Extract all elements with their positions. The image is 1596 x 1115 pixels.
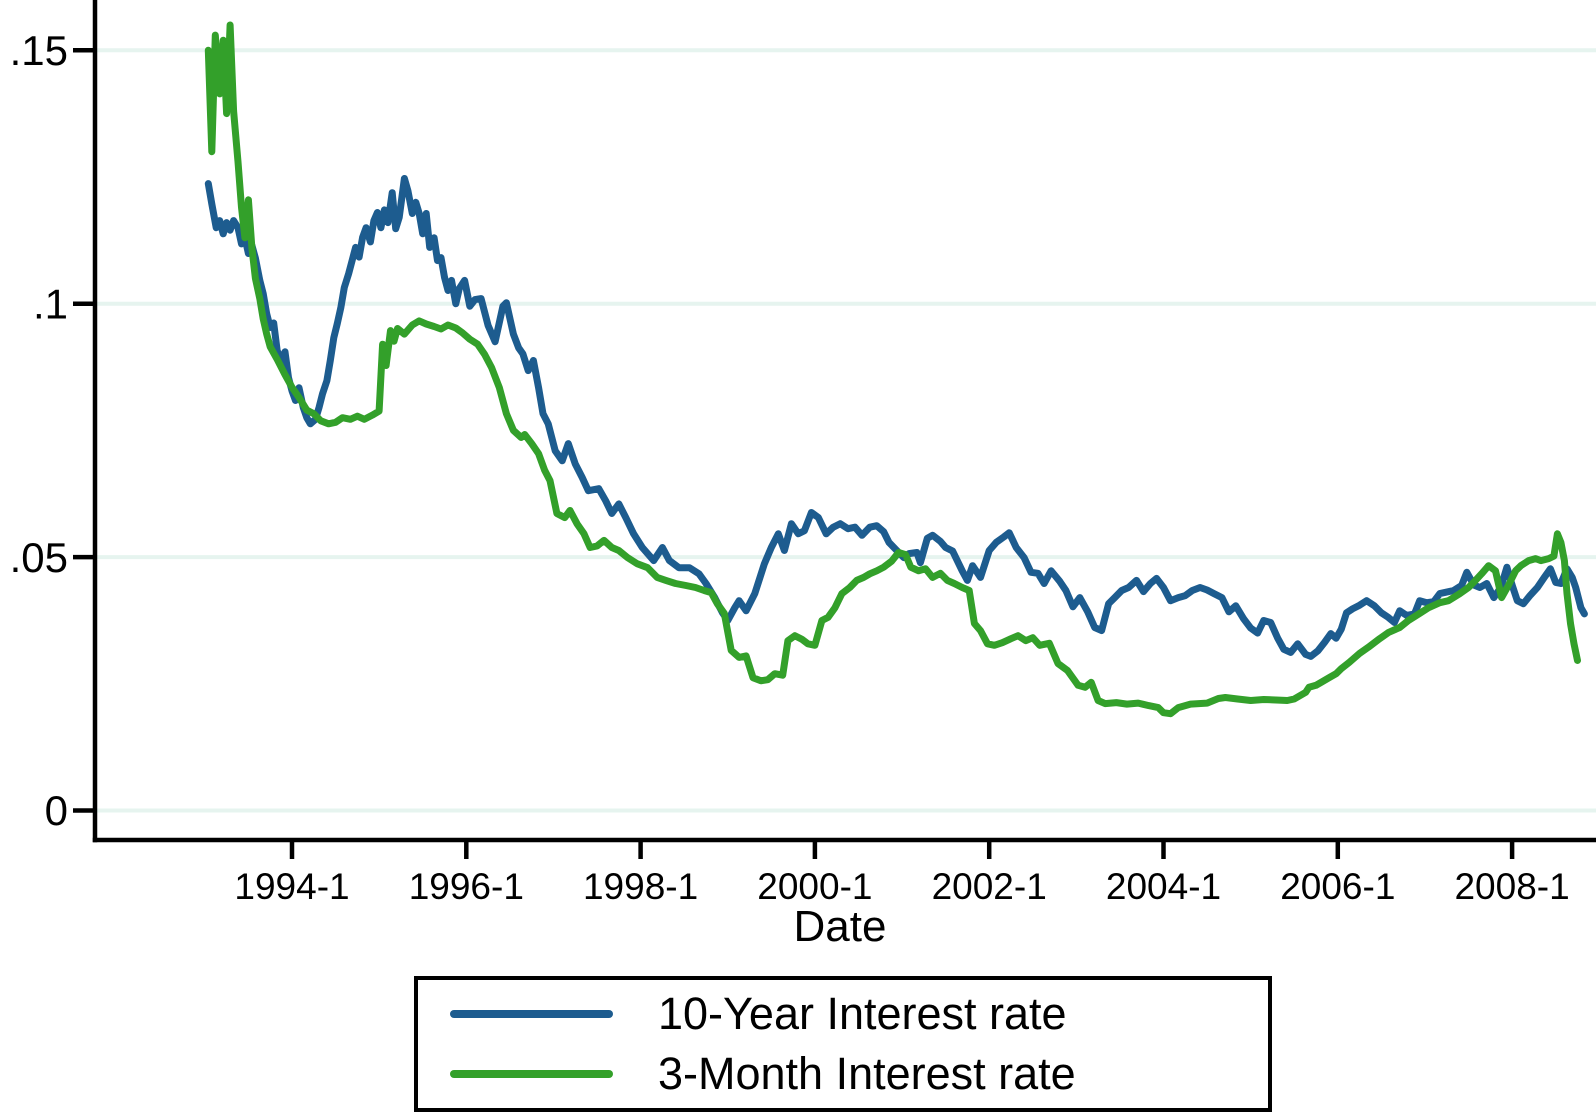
legend-item-10-year: 10-Year Interest rate [418, 984, 1268, 1044]
x-tick-label: 1996-1 [409, 866, 524, 907]
x-axis-title: Date [794, 902, 887, 951]
x-tick-label: 2006-1 [1280, 866, 1395, 907]
y-tick-label: .1 [33, 280, 68, 327]
x-tick-label: 2000-1 [757, 866, 872, 907]
series-line-3-month [204, 21, 1581, 718]
legend-label-3-month: 3-Month Interest rate [658, 1048, 1076, 1099]
y-tick-label: .15 [10, 27, 68, 74]
legend-label-10-year: 10-Year Interest rate [658, 988, 1067, 1039]
x-tick-label: 1994-1 [234, 866, 349, 907]
legend-item-3-month: 3-Month Interest rate [418, 1044, 1268, 1104]
y-tick-label: 0 [45, 787, 68, 834]
x-tick-label: 2004-1 [1106, 866, 1221, 907]
x-tick-label: 1998-1 [583, 866, 698, 907]
legend-swatch-3-month-line-icon [450, 1070, 613, 1078]
y-tick-label: .05 [10, 534, 68, 581]
legend: 10-Year Interest rate 3-Month Interest r… [414, 976, 1272, 1112]
legend-swatch-10-year-line-icon [450, 1010, 613, 1018]
x-tick-label: 2002-1 [932, 866, 1047, 907]
x-tick-label: 2008-1 [1454, 866, 1569, 907]
series-line-10-year [204, 175, 1588, 660]
